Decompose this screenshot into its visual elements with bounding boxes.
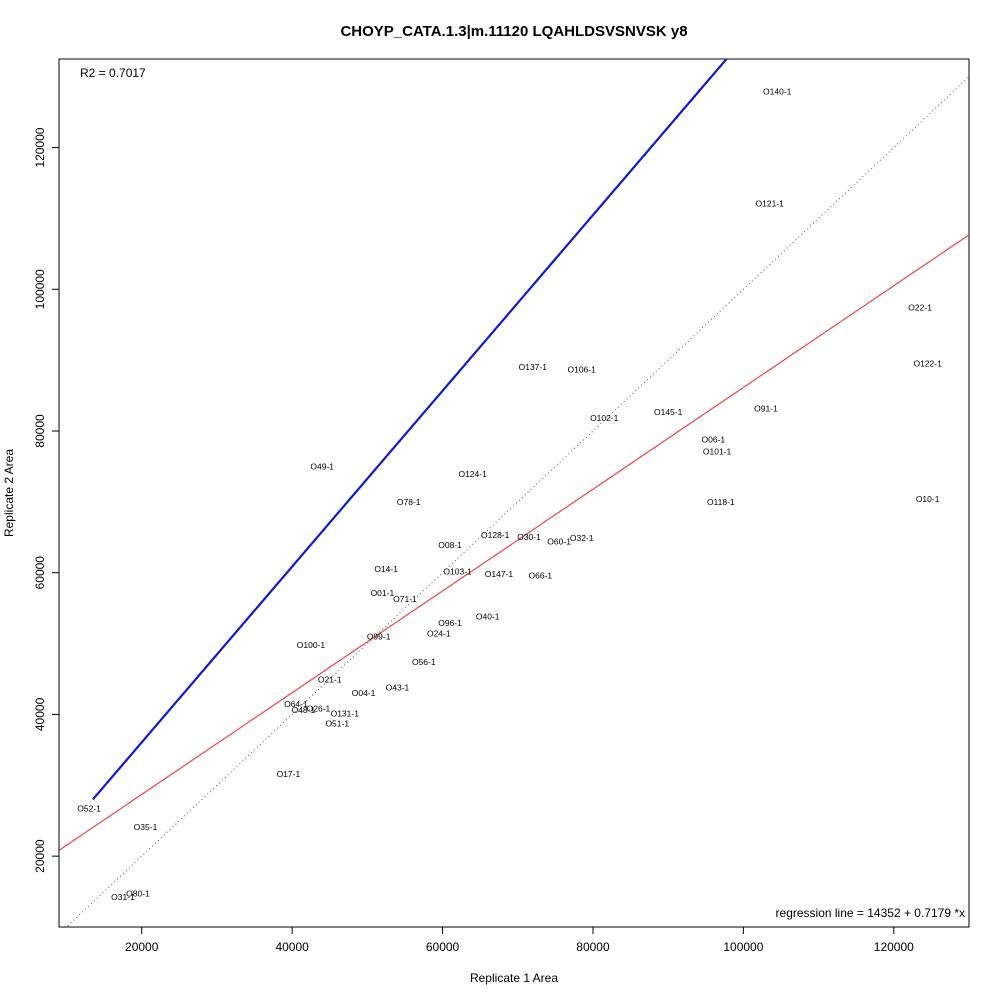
point-label: O80-1 [126, 889, 150, 899]
regression-annotation: regression line = 14352 + 0.7179 *x [776, 906, 965, 920]
point-label: O101-1 [703, 447, 732, 457]
point-label: O106-1 [568, 364, 597, 374]
r2-annotation: R2 = 0.7017 [80, 66, 146, 80]
point-label: O96-1 [438, 618, 462, 628]
point-label: O14-1 [374, 564, 398, 574]
point-label: O24-1 [427, 629, 451, 639]
y-tick-label: 60000 [33, 556, 47, 590]
point-label: O147-1 [485, 569, 514, 579]
x-tick-label: 20000 [125, 940, 159, 954]
point-label: O100-1 [297, 640, 326, 650]
point-label: O122-1 [913, 359, 942, 369]
point-label: O137-1 [519, 362, 548, 372]
x-tick-label: 80000 [576, 940, 610, 954]
x-tick-label: 40000 [275, 940, 309, 954]
point-label: O140-1 [763, 87, 792, 97]
regression-line [59, 234, 969, 851]
point-label: O17-1 [277, 769, 301, 779]
point-label: O40-1 [476, 612, 500, 622]
point-label: O26-1 [307, 704, 331, 714]
point-label: O66-1 [529, 571, 553, 581]
point-label: O32-1 [570, 533, 594, 543]
blue-fit-line [92, 59, 728, 801]
point-label: O35-1 [134, 822, 158, 832]
point-label: O21-1 [318, 675, 342, 685]
y-tick-label: 20000 [33, 839, 47, 873]
point-label: O10-1 [916, 494, 940, 504]
point-label: O121-1 [756, 199, 785, 209]
point-label: O04-1 [352, 688, 376, 698]
point-label: O64-1 [284, 699, 308, 709]
point-label: O128-1 [481, 530, 510, 540]
point-label: O56-1 [412, 657, 436, 667]
point-label: O78-1 [397, 497, 421, 507]
point-label: O99-1 [367, 631, 391, 641]
x-tick-label: 60000 [426, 940, 460, 954]
point-label: O22-1 [908, 303, 932, 313]
point-label: O51-1 [325, 719, 349, 729]
point-label: O49-1 [310, 461, 334, 471]
point-label: O30-1 [517, 532, 541, 542]
point-label: O131-1 [331, 709, 360, 719]
point-label: O145-1 [654, 407, 683, 417]
x-axis-label: Replicate 1 Area [470, 971, 558, 985]
identity-line [65, 76, 969, 927]
chart-title: CHOYP_CATA.1.3|m.11120 LQAHLDSVSNVSK y8 [340, 23, 687, 40]
point-label: O06-1 [701, 434, 725, 444]
y-tick-label: 40000 [33, 697, 47, 731]
point-label: O71-1 [393, 594, 417, 604]
point-label: O103-1 [443, 566, 472, 576]
x-tick-label: 100000 [723, 940, 763, 954]
point-label: O08-1 [438, 540, 462, 550]
point-label: O124-1 [458, 469, 487, 479]
point-label: O48-1 [292, 705, 316, 715]
y-tick-label: 100000 [33, 269, 47, 309]
y-tick-label: 120000 [33, 127, 47, 167]
point-label: O01-1 [371, 588, 395, 598]
point-label: O118-1 [707, 497, 735, 507]
y-axis-label: Replicate 2 Area [2, 449, 16, 537]
point-label: O43-1 [386, 682, 410, 692]
point-label: O102-1 [590, 413, 619, 423]
point-label: O52-1 [77, 804, 101, 814]
point-label: O60-1 [547, 536, 571, 546]
point-label: O31-1 [111, 892, 135, 902]
y-tick-label: 80000 [33, 414, 47, 448]
x-tick-label: 120000 [874, 940, 914, 954]
point-label: O91-1 [754, 403, 778, 413]
plot-frame [58, 58, 970, 928]
